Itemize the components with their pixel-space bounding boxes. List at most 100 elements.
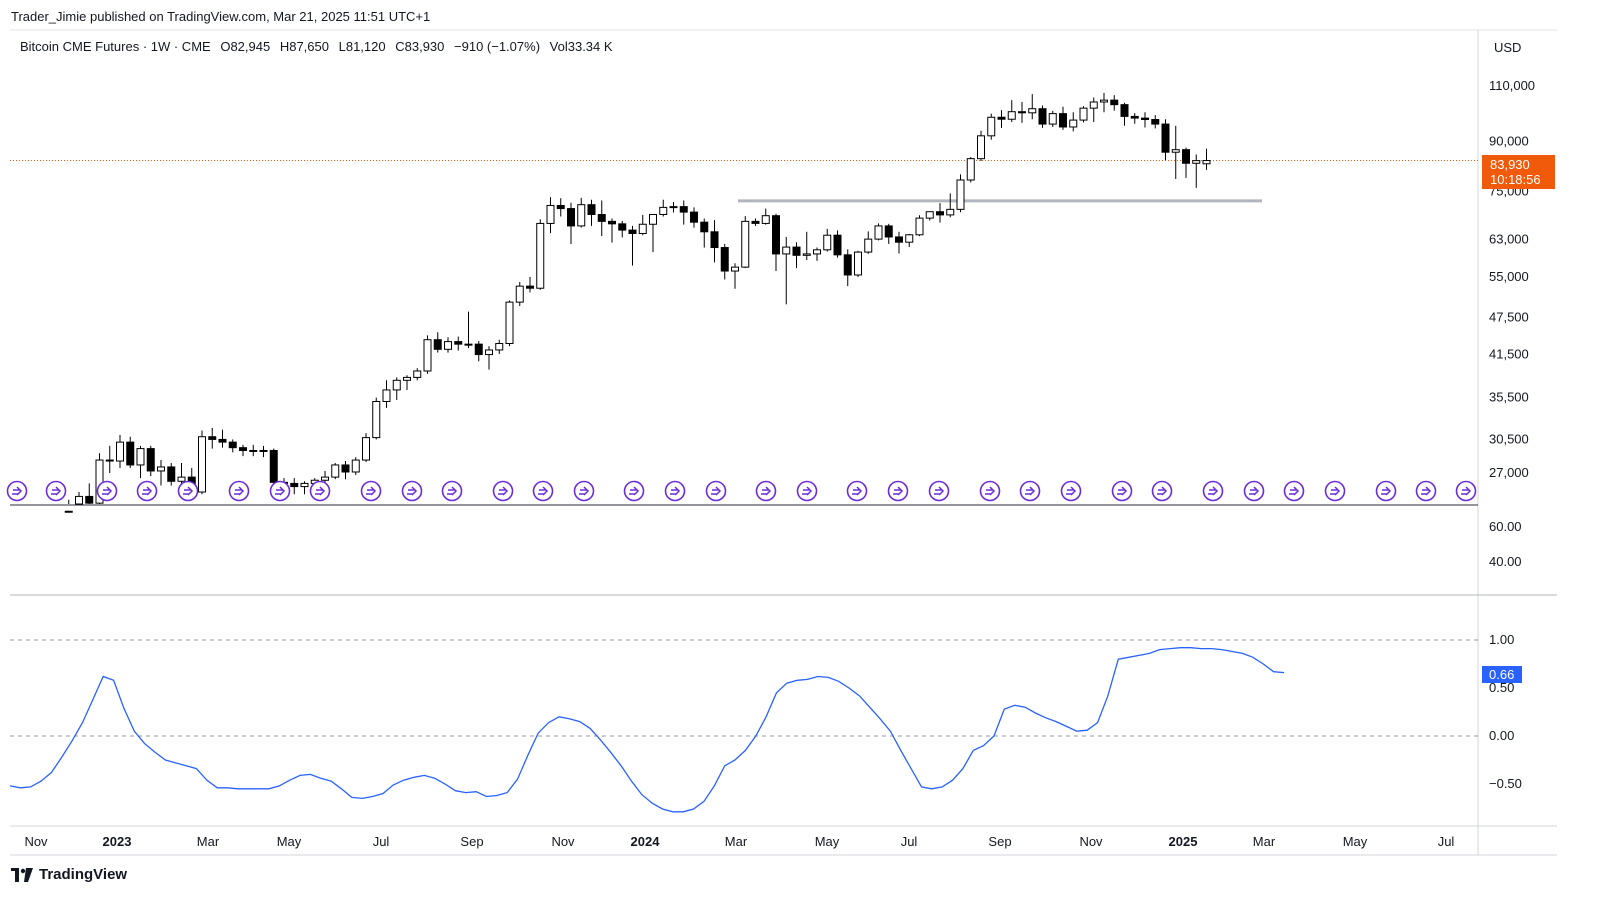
event-marker-arrow [1249, 486, 1260, 496]
event-marker-arrow [852, 486, 863, 496]
candle-body-down [526, 285, 534, 289]
time-tick-label: Jul [373, 834, 390, 849]
candle [1161, 119, 1170, 161]
currency-selector[interactable]: USD [1494, 40, 1522, 55]
event-marker-icon[interactable] [441, 480, 463, 502]
event-markers[interactable] [6, 480, 1477, 502]
event-marker-icon[interactable] [360, 480, 382, 502]
event-marker-icon[interactable] [228, 480, 250, 502]
event-marker-icon[interactable] [705, 480, 727, 502]
event-marker-arrow [934, 486, 945, 496]
candle [515, 282, 524, 307]
bar-countdown: 10:18:56 [1490, 172, 1541, 187]
candle [638, 214, 647, 236]
event-marker-circle [1019, 480, 1041, 502]
event-marker-icon[interactable] [573, 480, 595, 502]
candle [372, 397, 381, 440]
candle-body-up [444, 341, 452, 350]
event-marker-icon[interactable] [1283, 480, 1305, 502]
event-marker-icon[interactable] [979, 480, 1001, 502]
candle-body-up [966, 158, 975, 181]
event-marker-icon[interactable] [96, 480, 118, 502]
event-marker-circle [979, 480, 1001, 502]
event-marker-icon[interactable] [664, 480, 686, 502]
time-tick-label: Mar [1253, 834, 1276, 849]
high-value: H87,650 [279, 39, 329, 54]
event-marker-icon[interactable] [1151, 480, 1173, 502]
candle [474, 340, 483, 362]
event-marker-icon[interactable] [1375, 480, 1397, 502]
event-marker-icon[interactable] [796, 480, 818, 502]
event-marker-circle [1111, 480, 1133, 502]
event-marker-icon[interactable] [309, 480, 331, 502]
candle [802, 231, 811, 260]
time-tick-label: Mar [197, 834, 220, 849]
candle-body-up [485, 349, 493, 356]
candle [1089, 97, 1098, 123]
candle [956, 174, 965, 213]
publisher-line: Trader_Jimie published on TradingView.co… [11, 9, 431, 24]
event-marker-circle [887, 480, 909, 502]
candle-body-up [505, 301, 514, 345]
event-marker-icon[interactable] [269, 480, 291, 502]
event-marker-icon[interactable] [492, 480, 514, 502]
candle-body-down [772, 215, 780, 255]
event-marker-arrow [51, 486, 62, 496]
candle-body-down [1120, 104, 1129, 117]
event-marker-icon[interactable] [887, 480, 909, 502]
symbol-name[interactable]: Bitcoin CME Futures · 1W · CME [20, 39, 211, 54]
event-marker-icon[interactable] [1019, 480, 1041, 502]
event-marker-icon[interactable] [623, 480, 645, 502]
candle-body-up [321, 476, 329, 481]
candle [239, 444, 247, 457]
price-tick-label: 27,000 [1489, 465, 1529, 480]
candle [351, 457, 360, 476]
event-marker-icon[interactable] [1202, 480, 1224, 502]
event-marker-icon[interactable] [401, 480, 423, 502]
candle-body-down [1161, 123, 1170, 153]
oscillator-line [9, 647, 1285, 813]
candle [362, 433, 370, 462]
candle-body-down [433, 339, 442, 350]
event-marker-icon[interactable] [1243, 480, 1265, 502]
event-marker-icon[interactable] [1415, 480, 1437, 502]
candle [577, 197, 586, 228]
event-marker-icon[interactable] [177, 480, 199, 502]
candle-body-down [700, 221, 709, 233]
candle [546, 197, 555, 234]
candle [1192, 154, 1201, 188]
candle-body-down [290, 482, 299, 488]
event-marker-icon[interactable] [532, 480, 554, 502]
candle [843, 249, 852, 287]
event-marker-circle [623, 480, 645, 502]
candle-body-up [1069, 119, 1078, 128]
event-marker-arrow [447, 486, 458, 496]
candle [915, 215, 924, 237]
event-marker-icon[interactable] [846, 480, 868, 502]
tradingview-logo[interactable]: TradingView [11, 866, 127, 883]
event-marker-arrow [407, 486, 418, 496]
event-marker-icon[interactable] [136, 480, 158, 502]
candle-body-up [946, 208, 955, 216]
candle-body-up [382, 389, 391, 403]
candle-body-up [864, 238, 873, 253]
event-marker-icon[interactable] [1111, 480, 1133, 502]
event-marker-icon[interactable] [755, 480, 777, 502]
event-marker-icon[interactable] [1324, 480, 1346, 502]
event-marker-icon[interactable] [928, 480, 950, 502]
candle [1069, 112, 1078, 132]
event-marker-icon[interactable] [1455, 480, 1477, 502]
candle [741, 216, 750, 269]
event-marker-icon[interactable] [6, 480, 28, 502]
event-marker-icon[interactable] [1060, 480, 1082, 502]
event-marker-icon[interactable] [45, 480, 67, 502]
candle-body-up [372, 401, 381, 439]
time-tick-label: 2024 [631, 834, 661, 849]
tradingview-brand: TradingView [39, 866, 128, 883]
candle [392, 377, 401, 400]
candle-body-up [813, 249, 821, 255]
candle [423, 335, 432, 374]
candle-body-down [597, 213, 606, 222]
candle [925, 211, 934, 221]
